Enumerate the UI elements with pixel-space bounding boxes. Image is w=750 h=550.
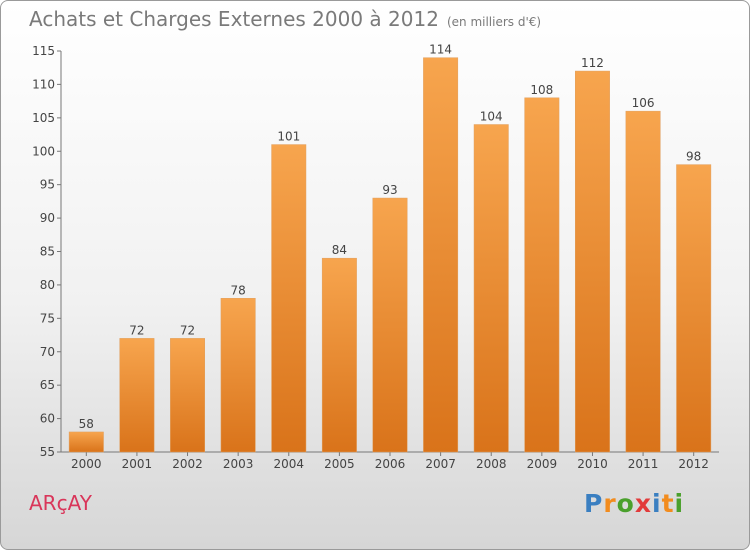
proxiti-logo: Proxiti: [584, 489, 684, 518]
bar-2002: [170, 338, 205, 453]
bar-2011: [625, 110, 661, 453]
logo-letter: r: [603, 489, 617, 518]
logo-letter: P: [584, 489, 604, 518]
bar-2009: [524, 97, 560, 453]
x-tick-label-2010: 2010: [577, 457, 608, 471]
bar-2007: [423, 57, 459, 453]
y-tick-label: 80: [40, 278, 55, 292]
data-label-2006: 93: [382, 183, 397, 197]
bar-2008: [473, 124, 509, 453]
chart-title-text: Achats et Charges Externes 2000 à 2012: [29, 7, 439, 31]
x-tick-label-2006: 2006: [375, 457, 406, 471]
y-tick-label: 115: [32, 44, 55, 58]
chart-unit: (en milliers d'€): [446, 15, 542, 29]
logo-letter: i: [674, 489, 685, 518]
commune-name: ARçAY: [29, 491, 92, 515]
bar-2005: [321, 257, 357, 453]
logo-letter: x: [634, 489, 652, 518]
y-tick-label: 65: [40, 378, 55, 392]
data-label-2000: 58: [79, 417, 94, 431]
data-label-2011: 106: [632, 96, 655, 110]
y-tick-label: 90: [40, 211, 55, 225]
data-label-2008: 104: [480, 110, 503, 124]
data-label-2005: 84: [332, 243, 347, 257]
y-tick-label: 110: [32, 77, 55, 91]
y-tick-label: 105: [32, 111, 55, 125]
x-tick-label-2000: 2000: [71, 457, 102, 471]
bar-2000: [68, 431, 104, 453]
x-tick-label-2008: 2008: [476, 457, 507, 471]
y-tick-label: 55: [40, 445, 55, 459]
logo-letter: t: [661, 489, 675, 518]
bar-2010: [575, 70, 610, 453]
data-label-2003: 78: [231, 283, 246, 297]
logo-letter: o: [616, 489, 635, 518]
x-tick-label-2003: 2003: [223, 457, 254, 471]
x-tick-label-2001: 2001: [122, 457, 153, 471]
x-tick-label-2002: 2002: [172, 457, 203, 471]
x-tick-label-2007: 2007: [425, 457, 456, 471]
x-tick-label-2009: 2009: [527, 457, 558, 471]
bar-2004: [271, 144, 307, 453]
logo-letter: i: [652, 489, 662, 518]
y-tick-label: 60: [40, 412, 55, 426]
data-label-2007: 114: [429, 43, 452, 57]
x-tick-label-2011: 2011: [628, 457, 659, 471]
data-label-2012: 98: [686, 150, 701, 164]
x-tick-label-2005: 2005: [324, 457, 355, 471]
bar-2006: [372, 197, 408, 453]
bar-2012: [676, 164, 712, 453]
bar-2001: [119, 338, 155, 453]
chart-labels: 58 2000 72 2001 72 2002 78 2003 101 2004 84 2005 93 2…: [71, 43, 709, 471]
chart-title: Achats et Charges Externes 2000 à 2012 (e…: [29, 7, 541, 31]
y-tick-label: 70: [40, 345, 55, 359]
x-tick-label-2004: 2004: [273, 457, 304, 471]
chart-axes: 55 60 65 70 75 80 85 90 95 100 105 110 115: [32, 44, 719, 459]
data-label-2004: 101: [277, 130, 300, 144]
bar-2003: [220, 298, 256, 453]
x-tick-label-2012: 2012: [678, 457, 709, 471]
y-tick-label: 95: [40, 178, 55, 192]
chart-bars: [68, 57, 712, 453]
y-tick-label: 85: [40, 245, 55, 259]
data-label-2009: 108: [530, 83, 553, 97]
y-tick-label: 100: [32, 144, 55, 158]
data-label-2002: 72: [180, 323, 195, 337]
data-label-2001: 72: [129, 323, 144, 337]
y-tick-label: 75: [40, 311, 55, 325]
data-label-2010: 112: [581, 56, 604, 70]
